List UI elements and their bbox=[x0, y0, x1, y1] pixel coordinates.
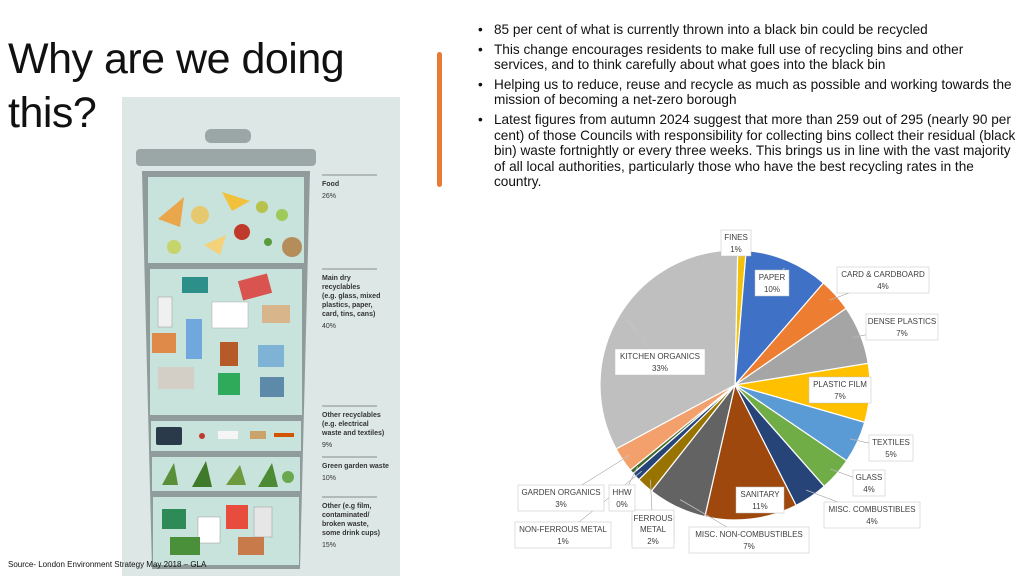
bin-section-percent: 15% bbox=[322, 542, 336, 549]
pie-label-box bbox=[836, 266, 930, 294]
pie-label: KITCHEN ORGANICS bbox=[620, 352, 700, 361]
bin-section-label: Other (e.g film, bbox=[322, 503, 371, 510]
electrical-items-icon bbox=[156, 427, 294, 445]
pie-label: NON-FERROUS METAL bbox=[519, 525, 607, 534]
pie-label: MISC. COMBUSTIBLES bbox=[828, 505, 915, 514]
bin-section-label: (e.g. glass, mixed bbox=[322, 293, 380, 300]
pie-label: FERROUS bbox=[633, 514, 672, 523]
bin-section-percent: 10% bbox=[322, 475, 336, 482]
pie-value-label: 7% bbox=[896, 329, 908, 338]
pie-label: METAL bbox=[640, 525, 667, 534]
pie-label-box bbox=[808, 376, 872, 404]
pie-label: TEXTILES bbox=[872, 438, 910, 447]
pie-label: FINES bbox=[724, 233, 748, 242]
bin-section-label: contaminated/ bbox=[322, 512, 370, 519]
bin-section-label: card, tins, cans) bbox=[322, 311, 375, 318]
slide-title: Why are we doing this? bbox=[8, 35, 345, 137]
bin-section-label: Food bbox=[322, 181, 339, 188]
pie-value-label: 7% bbox=[743, 542, 755, 551]
bullet-item: This change encourages residents to make… bbox=[476, 42, 1016, 73]
pie-label-box bbox=[720, 229, 752, 257]
pie-value-label: 4% bbox=[863, 485, 875, 494]
bin-section-label: Other recyclables bbox=[322, 412, 381, 419]
bin-section-label: waste and textiles) bbox=[321, 430, 384, 437]
pie-label-box bbox=[754, 269, 790, 297]
pie-label-box bbox=[823, 501, 921, 529]
pie-labels: FINES 1% PAPER 10% CARD & CARDBOARD 4% DENSE P… bbox=[514, 229, 939, 554]
pie-label-box bbox=[688, 526, 810, 554]
pie-label-box bbox=[517, 484, 605, 512]
pie-label: CARD & CARDBOARD bbox=[841, 270, 925, 279]
bin-labels: Food 26% Main dry recyclables (e.g. glass, m… bbox=[321, 174, 389, 549]
bullet-item: 85 per cent of what is currently thrown … bbox=[476, 22, 1016, 38]
pie-label-box bbox=[735, 486, 785, 514]
pie-label: MISC. NON-COMBUSTIBLES bbox=[695, 530, 803, 539]
bin-section-percent: 40% bbox=[322, 323, 336, 330]
pie-label: GARDEN ORGANICS bbox=[521, 488, 600, 497]
pie-label-box bbox=[614, 348, 706, 376]
pie-value-label: 1% bbox=[730, 245, 742, 254]
bin-section-percent: 26% bbox=[322, 193, 336, 200]
pie-value-label: 4% bbox=[877, 282, 889, 291]
pie-label-box bbox=[514, 521, 612, 549]
garden-waste-icon bbox=[162, 461, 294, 487]
food-items-icon bbox=[158, 192, 302, 257]
pie-label-box bbox=[865, 313, 939, 341]
pie-value-label: 11% bbox=[752, 502, 767, 511]
bullet-item: Latest figures from autumn 2024 suggest … bbox=[476, 112, 1016, 190]
pie-label: PAPER bbox=[759, 273, 786, 282]
pie-value-label: 5% bbox=[885, 450, 897, 459]
pie-value-label: 7% bbox=[834, 392, 846, 401]
pie-value-label: 0% bbox=[616, 500, 628, 509]
waste-composition-pie-chart: FINES 1% PAPER 10% CARD & CARDBOARD 4% DENSE P… bbox=[514, 229, 939, 554]
bin-graphic: Food 26% Main dry recyclables (e.g. glass, m… bbox=[136, 129, 389, 569]
pie-label-box bbox=[868, 434, 914, 462]
bullet-list: 85 per cent of what is currently thrown … bbox=[476, 22, 1016, 194]
bin-section-label: plastics, paper, bbox=[322, 302, 373, 309]
source-note: Source- London Environment Strategy May … bbox=[8, 560, 207, 569]
bin-section-percent: 9% bbox=[322, 442, 332, 449]
bin-section-label: some drink cups) bbox=[322, 530, 380, 537]
bin-section-label: Green garden waste bbox=[322, 463, 389, 470]
pie-value-label: 4% bbox=[866, 517, 878, 526]
bin-lid-handle bbox=[205, 129, 251, 143]
pie-label: GLASS bbox=[856, 473, 883, 482]
pie-value-label: 3% bbox=[555, 500, 567, 509]
bin-section-label: broken waste, bbox=[322, 521, 369, 528]
pie-value-label: 10% bbox=[764, 285, 780, 294]
bin-lid bbox=[136, 149, 316, 166]
other-waste-icon bbox=[162, 505, 273, 555]
pie-value-label: 33% bbox=[652, 364, 668, 373]
bin-section-label: (e.g. electrical bbox=[322, 421, 369, 428]
pie-label-box bbox=[631, 509, 675, 549]
accent-divider bbox=[437, 52, 442, 187]
bullet-item: Helping us to reduce, reuse and recycle … bbox=[476, 77, 1016, 108]
pie-label: HHW bbox=[612, 488, 632, 497]
dry-recyclables-icon bbox=[152, 273, 290, 397]
pie-label-box bbox=[852, 469, 886, 497]
bin-section-label: recyclables bbox=[322, 284, 360, 291]
pie-label: SANITARY bbox=[740, 490, 780, 499]
bin-infographic: Food 26% Main dry recyclables (e.g. glass, m… bbox=[122, 97, 400, 576]
pie-label-box bbox=[608, 484, 636, 512]
pie-value-label: 2% bbox=[647, 537, 659, 546]
bin-section-label: Main dry bbox=[322, 275, 351, 282]
pie-label: DENSE PLASTICS bbox=[868, 317, 936, 326]
pie-value-label: 1% bbox=[557, 537, 569, 546]
pie-label: PLASTIC FILM bbox=[813, 380, 867, 389]
